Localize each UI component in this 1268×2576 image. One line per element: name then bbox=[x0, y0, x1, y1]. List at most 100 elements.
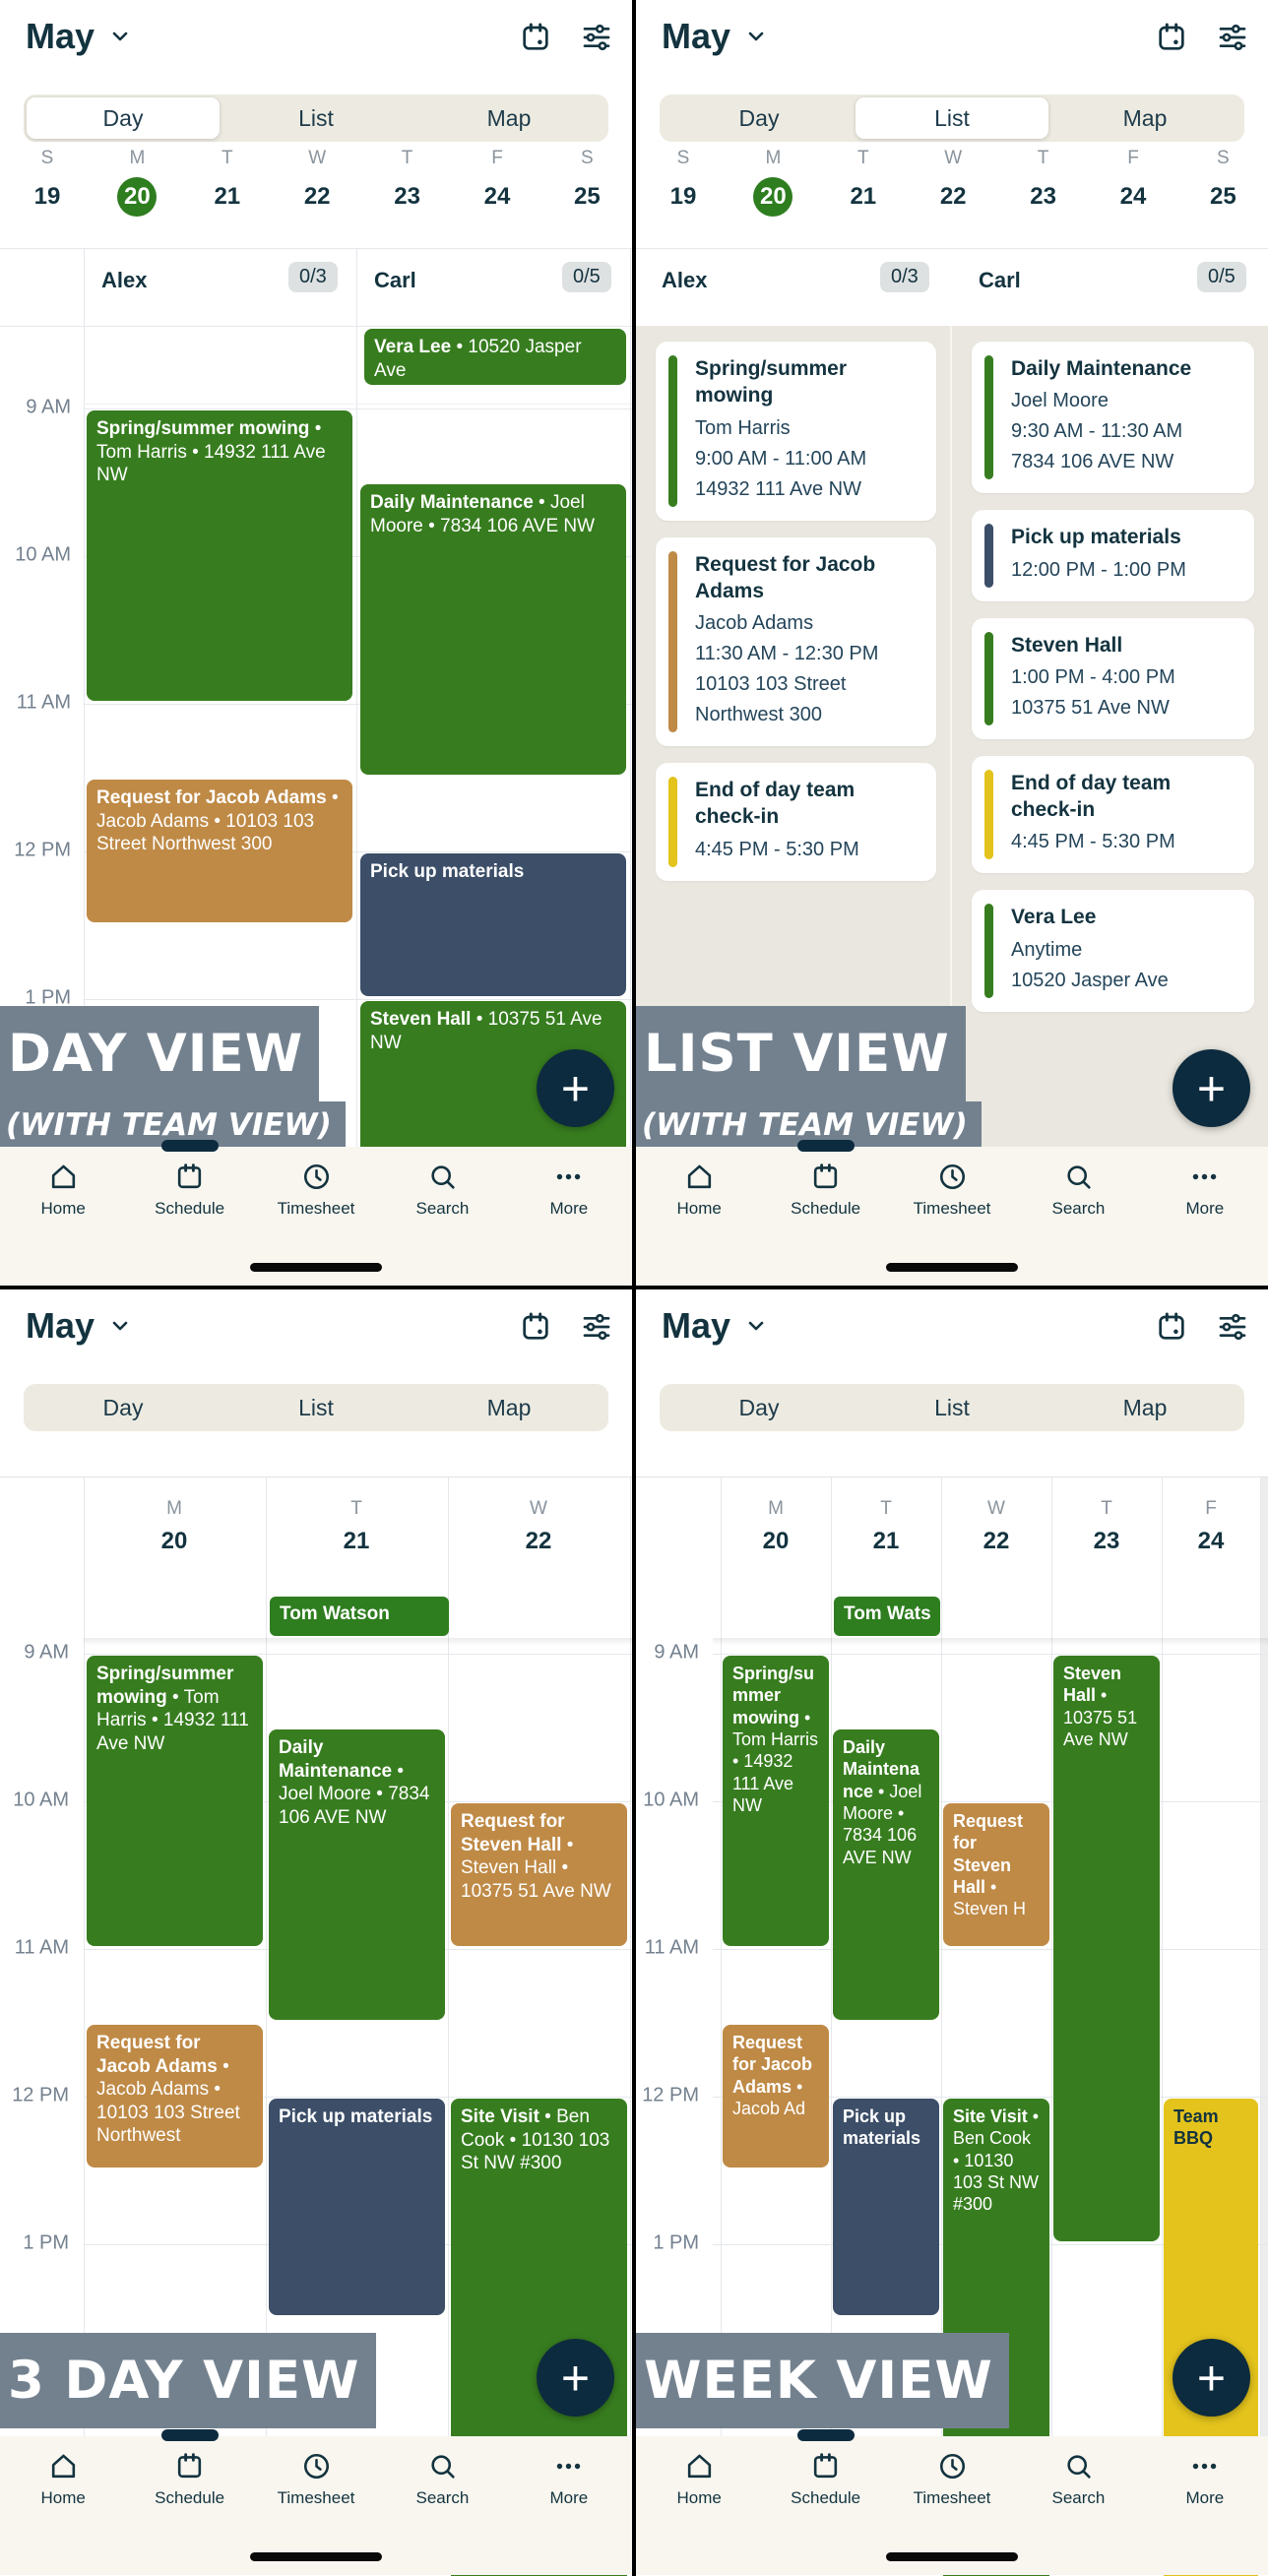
week-day-25[interactable]: S 25 bbox=[1178, 148, 1267, 217]
week-day-22[interactable]: W 22 bbox=[909, 148, 997, 217]
nav-item-search[interactable]: Search bbox=[379, 2436, 505, 2575]
home-indicator[interactable] bbox=[250, 1263, 382, 1272]
filter-icon[interactable] bbox=[1217, 1311, 1248, 1343]
event-block[interactable]: Spring/summer mowing • Tom Harris • 1493… bbox=[723, 1656, 829, 1946]
day-column-date[interactable]: 24 bbox=[1197, 1528, 1225, 1554]
day-column-date[interactable]: 20 bbox=[160, 1528, 188, 1554]
event-block[interactable]: Pick up materials bbox=[833, 2099, 939, 2315]
nav-item-home[interactable]: Home bbox=[636, 2436, 762, 2575]
tab-list[interactable]: List bbox=[298, 1394, 334, 1420]
home-indicator[interactable] bbox=[886, 2552, 1018, 2561]
event-block[interactable]: Request for Jacob Adams • Jacob Adams • … bbox=[87, 2025, 263, 2168]
nav-item-timesheet[interactable]: Timesheet bbox=[253, 1147, 379, 1286]
nav-item-search[interactable]: Search bbox=[379, 1147, 505, 1286]
tab-map[interactable]: Map bbox=[486, 104, 532, 131]
day-column-date[interactable]: 22 bbox=[525, 1528, 552, 1554]
event-block[interactable]: Pick up materials bbox=[269, 2099, 445, 2315]
list-card[interactable]: End of day team check-in 4:45 PM - 5:30 P… bbox=[656, 763, 936, 881]
event-block[interactable]: Daily Maintenance • Joel Moore • 7834 10… bbox=[360, 484, 626, 775]
week-day-23[interactable]: T 23 bbox=[999, 148, 1088, 217]
list-card[interactable]: Daily Maintenance Joel Moore 9:30 AM - 11:… bbox=[972, 342, 1254, 494]
list-card[interactable]: Pick up materials 12:00 PM - 1:00 PM bbox=[972, 510, 1254, 601]
event-block[interactable]: Spring/summer mowing • Tom Harris • 1493… bbox=[87, 1656, 263, 1946]
day-column-date[interactable]: 21 bbox=[343, 1528, 370, 1554]
calendar-icon[interactable] bbox=[520, 22, 551, 53]
nav-item-home[interactable]: Home bbox=[0, 1147, 126, 1286]
week-day-24[interactable]: F 24 bbox=[453, 148, 541, 217]
event-block[interactable]: Daily Maintenance • Joel Moore • 7834 10… bbox=[833, 1729, 939, 2020]
day-column-date[interactable]: 21 bbox=[872, 1528, 900, 1554]
home-indicator[interactable] bbox=[886, 1263, 1018, 1272]
week-day-24[interactable]: F 24 bbox=[1089, 148, 1177, 217]
nav-item-search[interactable]: Search bbox=[1015, 2436, 1141, 2575]
list-card[interactable]: Vera Lee Anytime 10520 Jasper Ave bbox=[972, 890, 1254, 1012]
week-day-21[interactable]: T 21 bbox=[183, 148, 272, 217]
event-block[interactable]: Request for Steven Hall • Steven Hall • … bbox=[451, 1803, 627, 1946]
nav-item-timesheet[interactable]: Timesheet bbox=[889, 2436, 1015, 2575]
filter-icon[interactable] bbox=[1217, 22, 1248, 53]
event-block[interactable]: Pick up materials bbox=[360, 853, 626, 996]
allday-event-banner[interactable]: Tom Watson bbox=[270, 1597, 449, 1636]
list-card[interactable]: Request for Jacob Adams Jacob Adams 11:30 … bbox=[656, 536, 936, 747]
add-button[interactable]: + bbox=[1173, 2339, 1250, 2417]
day-column-date[interactable]: 20 bbox=[762, 1528, 790, 1554]
event-block[interactable]: Daily Maintenance • Joel Moore • 7834 10… bbox=[269, 1729, 445, 2020]
week-day-22[interactable]: W 22 bbox=[273, 148, 361, 217]
event-block[interactable]: Request for Jacob Adams • Jacob Adams • … bbox=[87, 780, 352, 922]
filter-icon[interactable] bbox=[581, 1311, 612, 1343]
tab-list[interactable]: List bbox=[298, 104, 334, 131]
tab-map[interactable]: Map bbox=[1122, 104, 1168, 131]
tab-day[interactable]: Day bbox=[27, 97, 220, 139]
nav-item-schedule[interactable]: Schedule bbox=[126, 1147, 252, 1286]
filter-icon[interactable] bbox=[581, 22, 612, 53]
week-day-19[interactable]: S 19 bbox=[3, 148, 92, 217]
nav-item-home[interactable]: Home bbox=[636, 1147, 762, 1286]
calendar-icon[interactable] bbox=[1156, 22, 1187, 53]
week-day-20[interactable]: M 20 bbox=[93, 148, 181, 217]
week-day-23[interactable]: T 23 bbox=[363, 148, 452, 217]
calendar-icon[interactable] bbox=[520, 1311, 551, 1343]
add-button[interactable]: + bbox=[537, 2339, 614, 2417]
nav-item-home[interactable]: Home bbox=[0, 2436, 126, 2575]
tab-list[interactable]: List bbox=[934, 1394, 970, 1420]
nav-item-schedule[interactable]: Schedule bbox=[762, 1147, 888, 1286]
nav-item-timesheet[interactable]: Timesheet bbox=[253, 2436, 379, 2575]
add-button[interactable]: + bbox=[1173, 1049, 1250, 1127]
tab-day[interactable]: Day bbox=[738, 104, 780, 131]
tab-day[interactable]: Day bbox=[102, 1394, 144, 1420]
nav-item-timesheet[interactable]: Timesheet bbox=[889, 1147, 1015, 1286]
event-block[interactable]: Spring/summer mowing • Tom Harris • 1493… bbox=[87, 410, 352, 701]
month-selector[interactable]: May bbox=[26, 16, 132, 57]
week-day-25[interactable]: S 25 bbox=[542, 148, 631, 217]
month-selector[interactable]: May bbox=[26, 1305, 132, 1347]
nav-item-more[interactable]: More bbox=[506, 2436, 632, 2575]
event-block[interactable]: Steven Hall • 10375 51 Ave NW bbox=[1053, 1656, 1160, 2241]
event-block[interactable]: Vera Lee • 10520 Jasper Ave bbox=[364, 329, 626, 385]
event-block[interactable]: Request for Jacob Adams • Jacob Ad bbox=[723, 2025, 829, 2168]
month-selector[interactable]: May bbox=[662, 1305, 768, 1347]
tab-day[interactable]: Day bbox=[738, 1394, 780, 1420]
add-button[interactable]: + bbox=[537, 1049, 614, 1127]
week-day-21[interactable]: T 21 bbox=[819, 148, 908, 217]
nav-item-schedule[interactable]: Schedule bbox=[762, 2436, 888, 2575]
nav-item-more[interactable]: More bbox=[506, 1147, 632, 1286]
nav-item-more[interactable]: More bbox=[1142, 1147, 1268, 1286]
allday-event-banner[interactable]: Tom Wats bbox=[834, 1597, 940, 1636]
home-indicator[interactable] bbox=[250, 2552, 382, 2561]
tab-map[interactable]: Map bbox=[486, 1394, 532, 1420]
day-column-date[interactable]: 22 bbox=[983, 1528, 1010, 1554]
event-block[interactable]: Request for Steven Hall • Steven H bbox=[943, 1803, 1049, 1946]
month-selector[interactable]: May bbox=[662, 16, 768, 57]
tab-map[interactable]: Map bbox=[1122, 1394, 1168, 1420]
calendar-icon[interactable] bbox=[1156, 1311, 1187, 1343]
tab-list[interactable]: List bbox=[856, 97, 1048, 139]
nav-item-schedule[interactable]: Schedule bbox=[126, 2436, 252, 2575]
list-card[interactable]: End of day team check-in 4:45 PM - 5:30 P… bbox=[972, 755, 1254, 874]
list-card[interactable]: Spring/summer mowing Tom Harris 9:00 AM - … bbox=[656, 342, 936, 521]
week-day-19[interactable]: S 19 bbox=[639, 148, 728, 217]
week-day-20[interactable]: M 20 bbox=[729, 148, 817, 217]
nav-item-search[interactable]: Search bbox=[1015, 1147, 1141, 1286]
day-column-date[interactable]: 23 bbox=[1093, 1528, 1120, 1554]
list-card[interactable]: Steven Hall 1:00 PM - 4:00 PM 10375 51 Ave… bbox=[972, 617, 1254, 739]
nav-item-more[interactable]: More bbox=[1142, 2436, 1268, 2575]
